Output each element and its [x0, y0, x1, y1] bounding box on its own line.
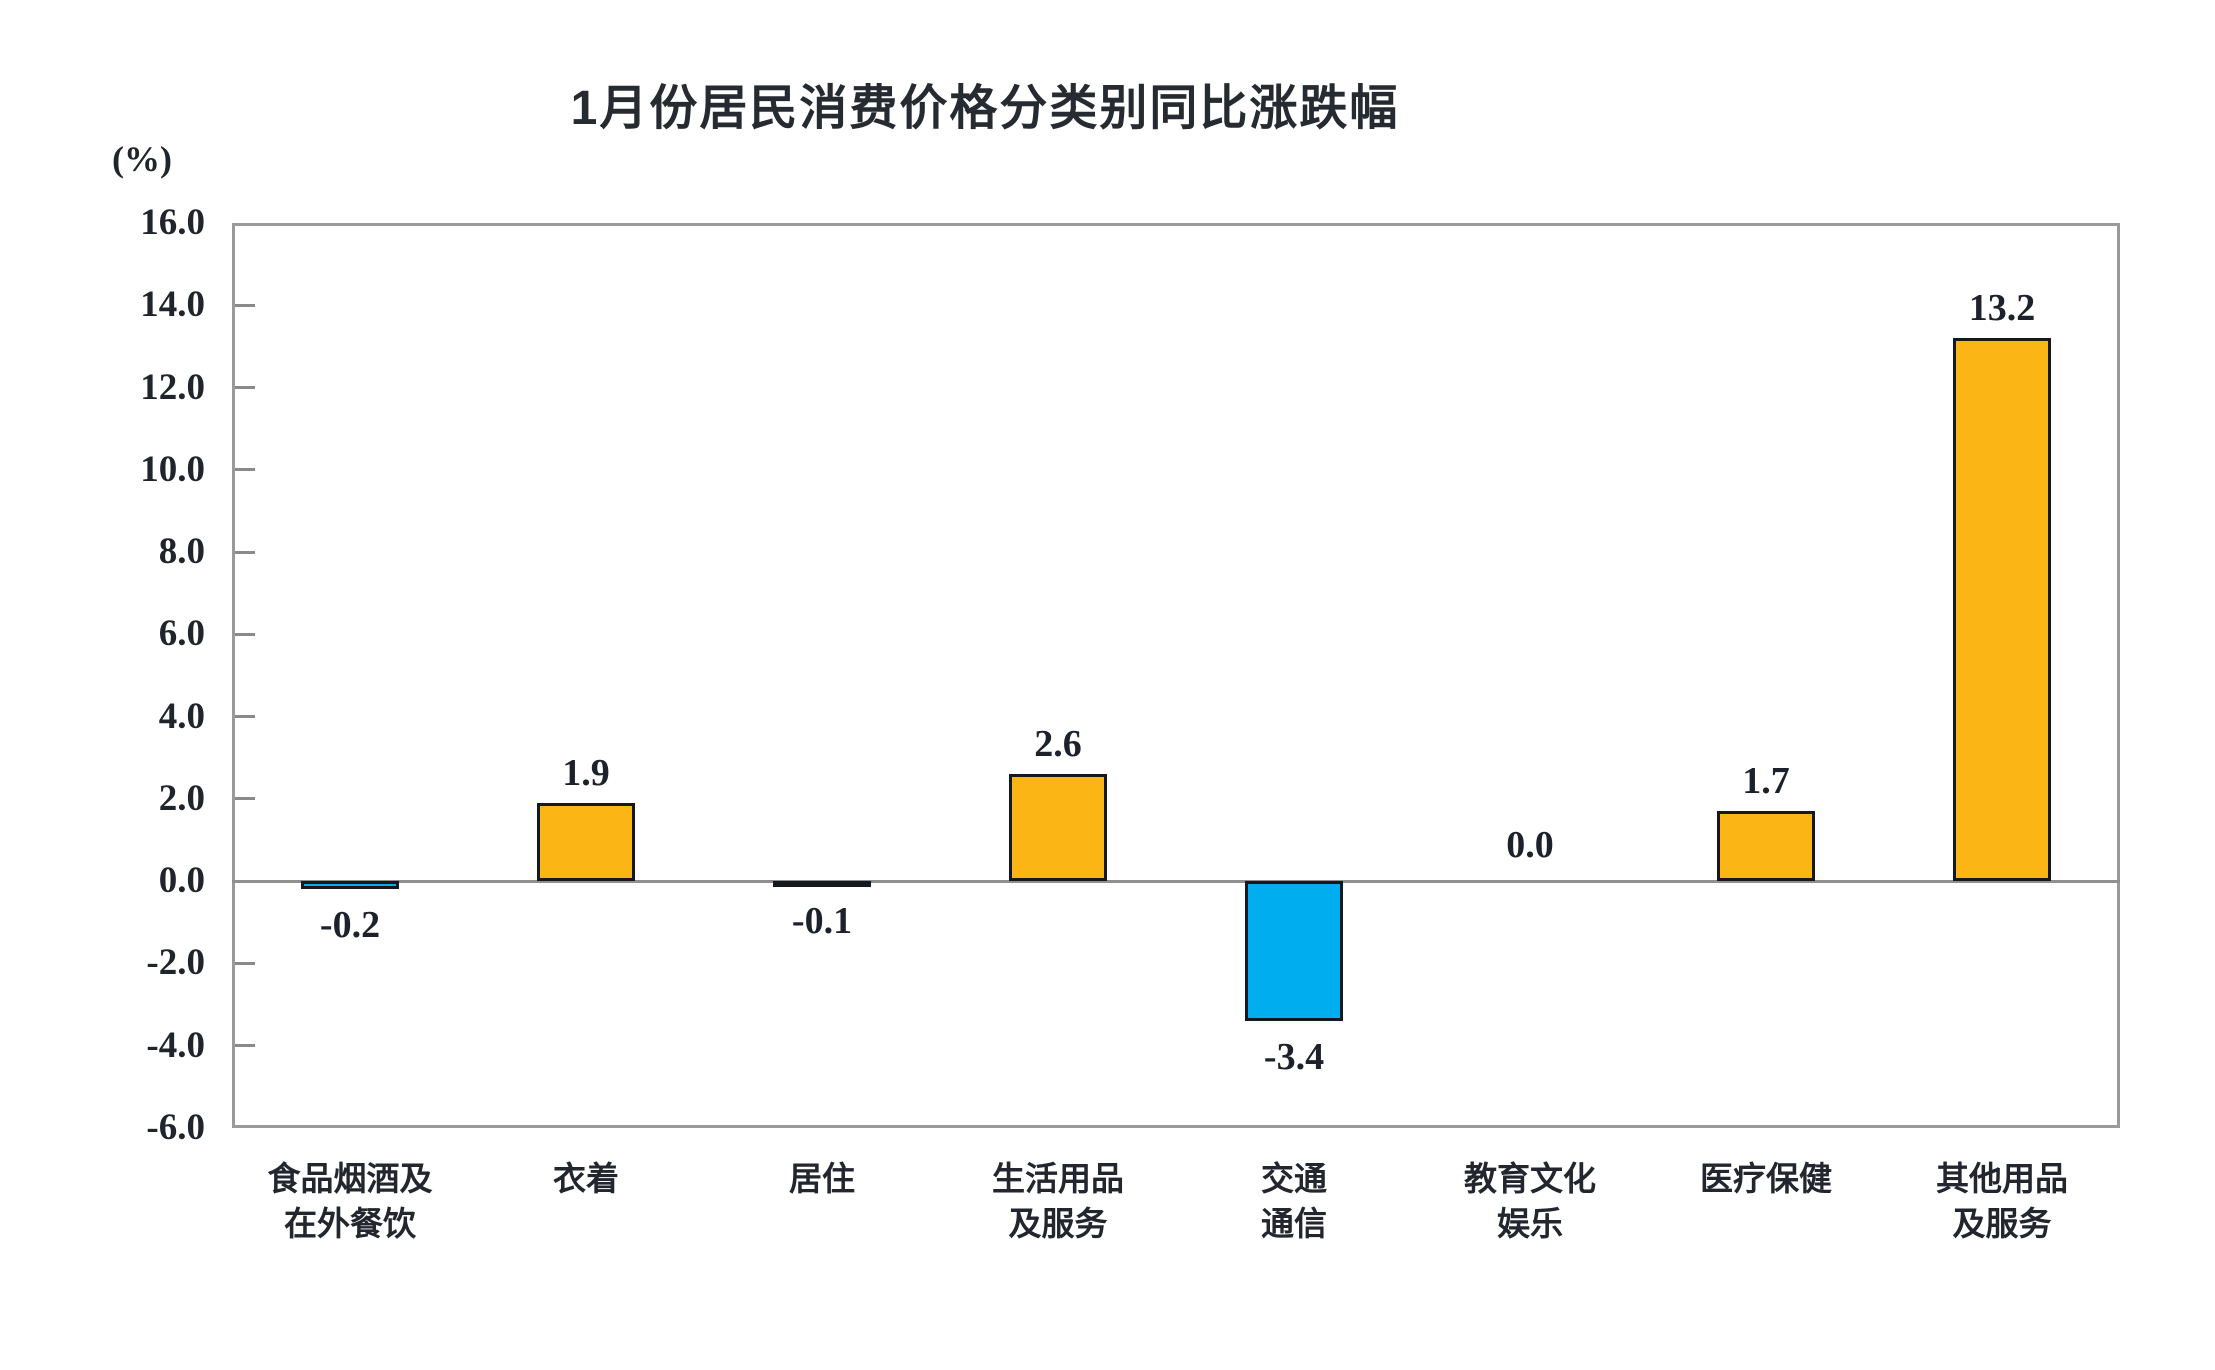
y-tick-label: 8.0 — [158, 531, 205, 573]
y-tick — [235, 303, 255, 307]
x-category-label: 食品烟酒及 在外餐饮 — [267, 1162, 433, 1243]
y-tick-label: -6.0 — [146, 1107, 205, 1148]
bar — [1953, 338, 2051, 882]
y-axis-unit-label: (%) — [112, 139, 172, 179]
y-tick-label: 2.0 — [158, 777, 205, 819]
y-tick-label: -2.0 — [146, 942, 205, 984]
y-tick-label: 6.0 — [158, 613, 205, 655]
bar-value-label: 13.2 — [1968, 287, 2036, 330]
bar-value-label: -0.1 — [791, 900, 853, 943]
bar — [1245, 881, 1343, 1022]
bar-value-label: -0.2 — [319, 904, 381, 947]
x-category-label: 交通 通信 — [1261, 1162, 1327, 1243]
plot-area — [232, 223, 2120, 1128]
y-tick-label: 0.0 — [158, 860, 205, 902]
y-tick-label: 12.0 — [140, 366, 205, 408]
x-category-label: 居住 — [789, 1162, 855, 1198]
y-tick-label: 16.0 — [140, 202, 205, 243]
zero-baseline — [232, 879, 2120, 883]
bar-value-label: 1.9 — [562, 752, 610, 795]
bar — [1717, 811, 1815, 882]
y-tick — [235, 468, 255, 472]
bar — [773, 881, 871, 888]
y-tick-label: 14.0 — [140, 284, 205, 326]
y-tick — [235, 550, 255, 554]
y-tick-label: 10.0 — [140, 448, 205, 490]
x-category-label: 生活用品 及服务 — [992, 1162, 1124, 1243]
bar-value-label: -3.4 — [1263, 1036, 1325, 1079]
x-category-label: 教育文化 娱乐 — [1464, 1162, 1596, 1243]
y-tick — [235, 961, 255, 965]
bar-value-label: 0.0 — [1506, 824, 1554, 867]
x-category-label: 其他用品 及服务 — [1936, 1162, 2068, 1243]
y-tick — [235, 715, 255, 719]
bar — [1009, 774, 1107, 882]
y-tick — [235, 386, 255, 390]
y-tick — [235, 797, 255, 801]
y-tick — [235, 1044, 255, 1048]
x-category-label: 衣着 — [553, 1162, 619, 1198]
bar — [301, 881, 399, 890]
y-tick-label: -4.0 — [146, 1024, 205, 1066]
bar-value-label: 2.6 — [1034, 723, 1082, 766]
chart-title: 1月份居民消费价格分类别同比涨跌幅 — [570, 82, 1400, 135]
x-category-label: 医疗保健 — [1700, 1162, 1832, 1198]
bar-value-label: 1.7 — [1742, 760, 1790, 803]
y-tick — [235, 632, 255, 636]
bar — [537, 803, 635, 882]
y-tick-label: 4.0 — [158, 695, 205, 737]
